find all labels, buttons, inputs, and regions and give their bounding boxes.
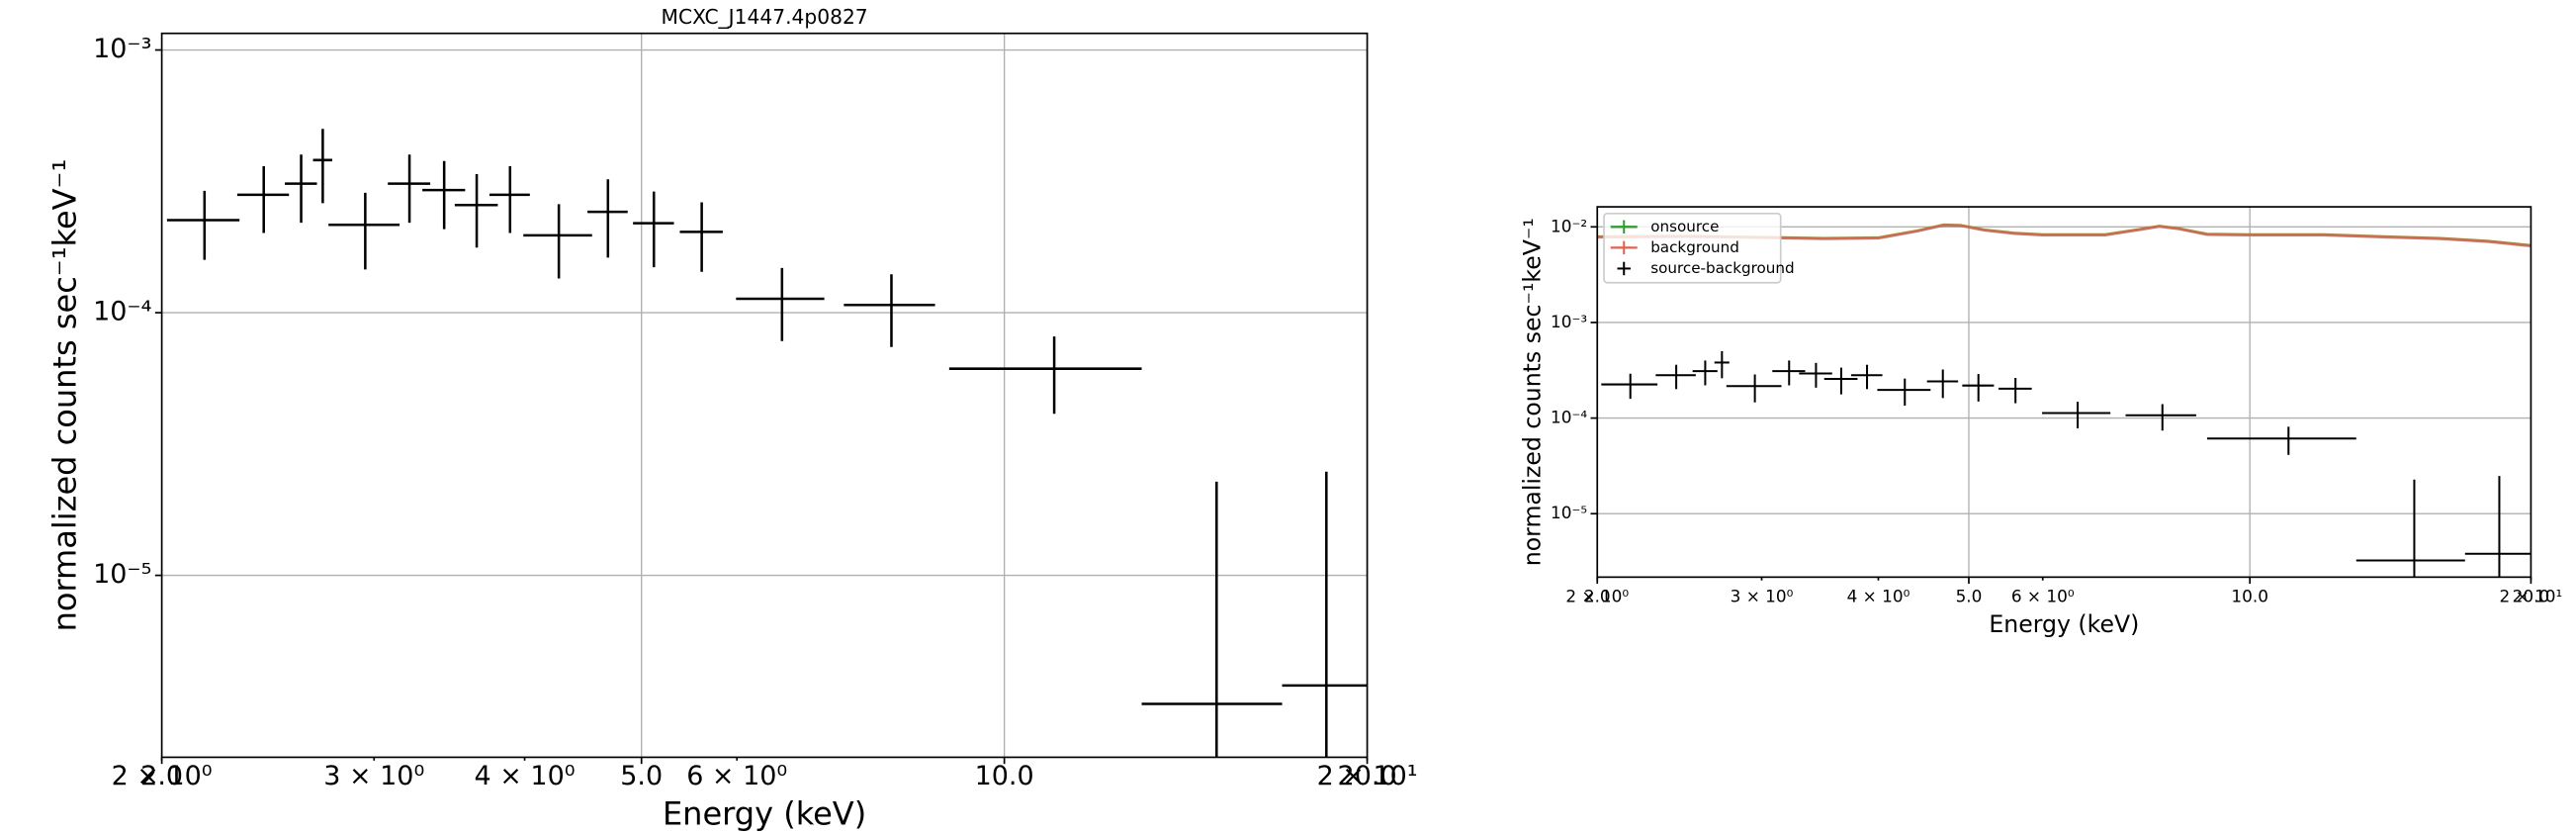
plot-area	[166, 129, 1368, 758]
x-tick-label: 4 × 10⁰	[1847, 587, 1910, 606]
x-tick-label: 3 × 10⁰	[323, 761, 424, 791]
x-tick-label: 20.0	[2513, 587, 2550, 606]
plot-area	[1597, 223, 2532, 578]
x-tick-label: 6 × 10⁰	[2011, 587, 2075, 606]
x-tick-label: 2.0	[1584, 587, 1611, 606]
axes-frame	[1596, 206, 2532, 579]
legend-label: background	[1650, 238, 1739, 256]
axes-frame	[160, 32, 1369, 759]
x-tick-label: 2.0	[140, 761, 183, 791]
x-tick-label: 2 × 10⁰	[112, 761, 213, 791]
y-tick-label: 10⁻⁴	[93, 297, 151, 327]
legend-label: source-background	[1650, 259, 1794, 277]
chart: 10⁻⁵ 10⁻⁴ 10⁻³ 10⁻² 2.0 5.0 10.0 20.0 2 × 10⁰ 3 ×…	[1519, 206, 2563, 638]
x-axis-label: Energy (keV)	[1989, 610, 2139, 638]
x-tick-label: 2 × 10¹	[2500, 587, 2563, 606]
y-tick-label: 10⁻⁵	[1551, 503, 1587, 522]
x-tick-label: 20.0	[1338, 761, 1397, 791]
x-tick-label: 10.0	[2231, 587, 2268, 606]
chart: 10⁻⁵ 10⁻⁴ 10⁻³ 2.0 5.0 10.0 20.0 2 × 10⁰ 3 × 10⁰…	[46, 5, 1418, 832]
y-tick-label: 10⁻³	[1551, 312, 1587, 331]
line	[1597, 224, 2532, 248]
x-tick-label: 5.0	[1956, 587, 1983, 606]
x-tick-label: 2 × 10¹	[1317, 761, 1418, 791]
x-tick-label: 3 × 10⁰	[1731, 587, 1794, 606]
x-tick-label: 4 × 10⁰	[475, 761, 576, 791]
legend-label: onsource	[1650, 218, 1719, 235]
y-tick-label: 10⁻²	[1551, 216, 1587, 235]
y-tick-label: 10⁻⁵	[93, 559, 151, 590]
y-tick-label: 10⁻⁴	[1551, 408, 1587, 427]
x-tick-label: 5.0	[620, 761, 663, 791]
chart-title: MCXC_J1447.4p0827	[662, 5, 868, 29]
y-axis-label: normalized counts sec⁻¹keV⁻¹	[46, 159, 84, 632]
x-tick-label: 6 × 10⁰	[686, 761, 787, 791]
y-axis-label: normalized counts sec⁻¹keV⁻¹	[1519, 218, 1547, 566]
legend-frame	[1603, 212, 1782, 284]
x-tick-label: 10.0	[975, 761, 1034, 791]
y-tick-label: 10⁻³	[93, 34, 151, 64]
x-axis-label: Energy (keV)	[663, 794, 866, 832]
x-tick-label: 2 × 10⁰	[1565, 587, 1629, 606]
